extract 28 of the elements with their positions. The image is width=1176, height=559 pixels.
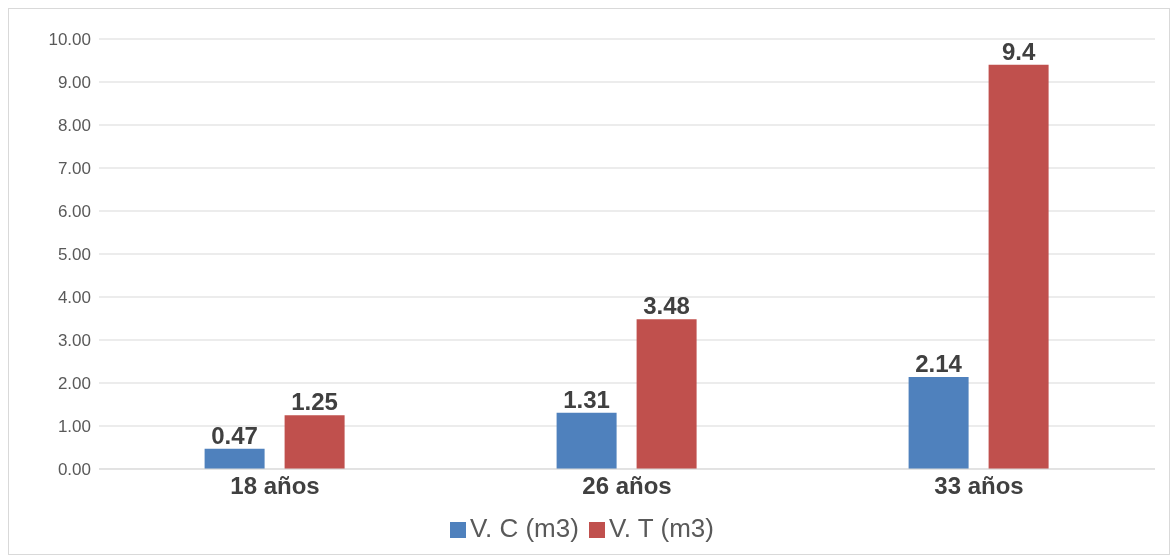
data-label: 3.48 <box>643 292 690 320</box>
x-tick-label: 33 años <box>934 472 1024 500</box>
y-tick-label: 3.00 <box>57 331 91 351</box>
y-tick-label: 8.00 <box>57 116 91 136</box>
x-tick-label: 18 años <box>230 472 320 500</box>
y-tick-label: 5.00 <box>57 245 91 265</box>
y-tick-label: 0.00 <box>57 460 91 480</box>
y-tick-label: 4.00 <box>57 288 91 308</box>
bar <box>204 448 265 469</box>
legend-label: V. T (m3) <box>608 513 714 543</box>
y-tick-label: 10.00 <box>48 30 91 50</box>
data-label: 1.25 <box>291 388 338 416</box>
data-label: 9.4 <box>1001 37 1036 65</box>
data-label: 2.14 <box>915 349 963 377</box>
data-label: 1.31 <box>563 385 610 413</box>
bar <box>284 415 345 469</box>
y-tick-label: 6.00 <box>57 202 91 222</box>
bar <box>988 64 1049 469</box>
y-tick-label: 9.00 <box>57 73 91 93</box>
x-tick-label: 26 años <box>582 472 672 500</box>
data-label: 0.47 <box>211 421 258 449</box>
y-tick-label: 1.00 <box>57 417 91 437</box>
y-tick-label: 7.00 <box>57 159 91 179</box>
bar <box>908 376 969 469</box>
y-tick-label: 2.00 <box>57 374 91 394</box>
bar <box>556 412 617 469</box>
legend-label: V. C (m3) <box>470 513 579 543</box>
bar <box>636 319 697 469</box>
